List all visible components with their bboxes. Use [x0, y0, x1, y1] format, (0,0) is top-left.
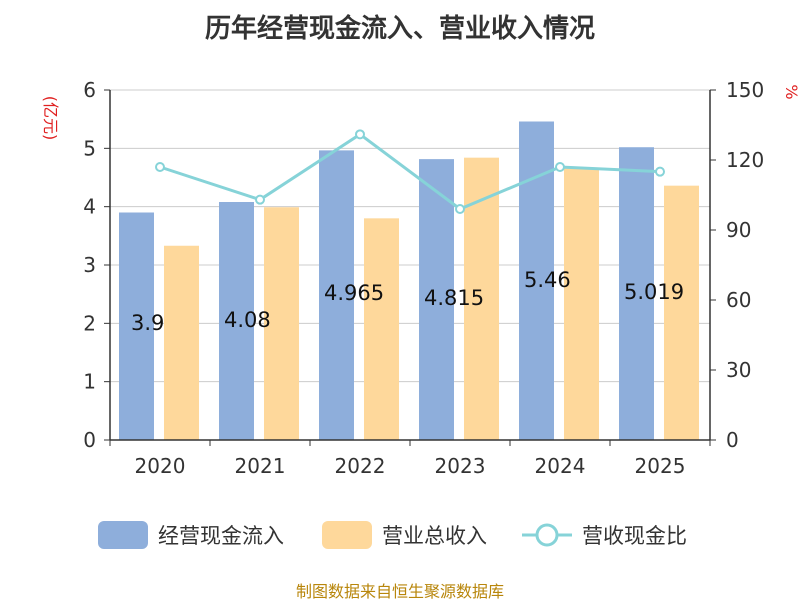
x-tick-label: 2025 — [635, 454, 686, 478]
left-tick-label: 5 — [83, 136, 96, 160]
ratio-point-2020 — [155, 162, 165, 172]
bar-cash-inflow-2024 — [519, 121, 554, 440]
bar-cash-inflow-2023 — [419, 159, 454, 440]
bar-revenue-2024 — [564, 167, 599, 441]
chart-title: 历年经营现金流入、营业收入情况 — [204, 14, 595, 44]
legend-swatch-cash-inflow — [98, 521, 148, 549]
left-axis-unit: (亿元) — [41, 96, 60, 141]
data-label-2020: 3.9 — [131, 311, 164, 335]
x-tick-label: 2023 — [435, 454, 486, 478]
left-tick-label: 2 — [83, 311, 96, 335]
bar-revenue-2025 — [664, 185, 699, 440]
data-label-2022: 4.965 — [324, 281, 384, 305]
legend-label-revenue: 营业总收入 — [382, 524, 487, 548]
left-tick-label: 6 — [83, 78, 96, 102]
ratio-line — [159, 132, 661, 211]
data-labels: 3.9 4.08 4.965 4.815 5.46 5.019 — [131, 268, 684, 335]
right-tick-label: 120 — [726, 148, 764, 172]
right-tick-label: 60 — [726, 288, 751, 312]
data-label-2024: 5.46 — [524, 268, 571, 292]
bar-revenue-2022 — [364, 218, 399, 440]
data-label-2023: 4.815 — [424, 286, 484, 310]
bar-revenue-2020 — [164, 245, 199, 440]
grid-lines — [110, 89, 710, 383]
ratio-point-2021 — [255, 194, 265, 205]
bar-cash-inflow-2025 — [619, 147, 654, 440]
x-tick-label: 2022 — [335, 454, 386, 478]
bar-cash-inflow-2021 — [219, 202, 254, 440]
bar-cash-inflow-2022 — [319, 150, 354, 440]
source-note: 制图数据来自恒生聚源数据库 — [295, 582, 504, 601]
legend-label-cash-inflow: 经营现金流入 — [158, 524, 284, 548]
legend-swatch-ratio-marker — [535, 523, 559, 547]
data-label-2025: 5.019 — [624, 280, 684, 304]
line-series — [155, 129, 665, 214]
data-label-2021: 4.08 — [224, 308, 271, 332]
bar-marks — [119, 121, 699, 441]
ratio-point-2024 — [555, 162, 565, 172]
right-tick-label: 30 — [726, 358, 751, 382]
left-tick-label: 4 — [83, 195, 96, 219]
right-tick-label: 90 — [726, 218, 751, 242]
right-tick-label: 0 — [726, 428, 739, 452]
legend-label-ratio: 营收现金比 — [582, 524, 687, 548]
x-tick-label: 2020 — [135, 454, 186, 478]
x-tick-label: 2024 — [535, 454, 586, 478]
left-tick-label: 0 — [83, 428, 96, 452]
bar-cash-inflow-2020 — [119, 212, 154, 440]
bar-revenue-2021 — [264, 207, 299, 440]
left-tick-label: 3 — [83, 253, 96, 277]
left-tick-label: 1 — [83, 370, 96, 394]
ratio-point-2022 — [355, 129, 365, 140]
ratio-point-2025 — [655, 166, 665, 177]
right-tick-label: 150 — [726, 78, 764, 102]
x-tick-label: 2021 — [235, 454, 286, 478]
legend-swatch-revenue — [322, 521, 372, 549]
legend: 经营现金流入 营业总收入 营收现金比 — [98, 521, 687, 549]
ratio-point-2023 — [455, 204, 465, 214]
right-axis-unit: % — [782, 84, 800, 99]
